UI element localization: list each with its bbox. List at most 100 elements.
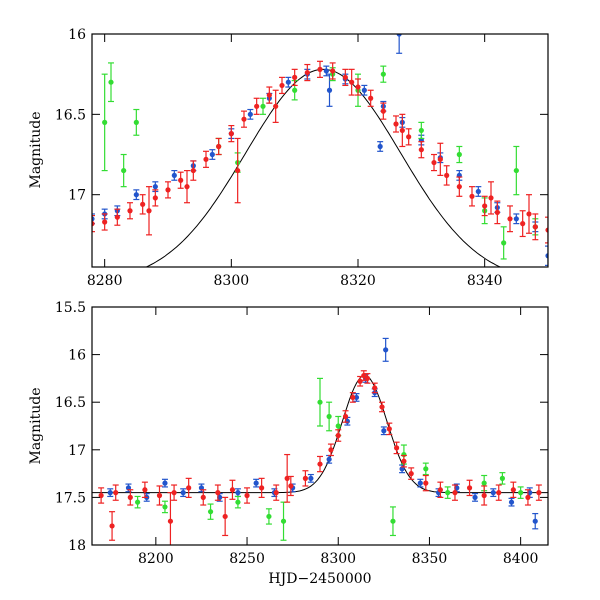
data-point <box>399 113 406 148</box>
model-curve <box>144 68 502 267</box>
top-panel-ticks: 8280 8300 8320 8340 16 16.5 17 <box>55 27 548 289</box>
data-point <box>120 153 127 188</box>
data-point <box>481 485 488 506</box>
y-tick-label: 17 <box>68 443 86 459</box>
data-point <box>545 216 548 244</box>
bottom-panel-frame <box>91 306 549 546</box>
x-tick-label: 8350 <box>412 551 448 567</box>
data-point <box>353 393 360 402</box>
data-point <box>469 186 475 207</box>
data-point <box>198 483 205 493</box>
data-point <box>513 213 520 225</box>
data-point <box>108 62 114 103</box>
x-tick-label: 8200 <box>138 551 174 567</box>
y-tick-label: 17.5 <box>55 490 86 506</box>
data-point <box>317 377 323 427</box>
data-point <box>234 495 241 509</box>
data-point <box>418 141 425 159</box>
data-point <box>466 479 473 497</box>
data-point <box>380 426 387 436</box>
y-tick-label: 16 <box>68 27 86 43</box>
data-point <box>184 169 190 204</box>
data-point <box>422 474 429 492</box>
data-point <box>475 186 482 197</box>
data-point <box>379 401 386 413</box>
data-point <box>500 226 507 260</box>
data-point <box>417 478 424 488</box>
data-point <box>258 477 265 498</box>
top-panel-frame <box>91 33 549 268</box>
data-point <box>228 124 235 143</box>
data-point <box>443 165 450 186</box>
data-point <box>291 68 298 87</box>
data-point <box>229 479 236 500</box>
data-point <box>260 97 266 115</box>
data-point <box>98 487 105 504</box>
data-point <box>348 68 355 96</box>
data-point <box>494 200 501 225</box>
data-point <box>156 485 163 506</box>
data-point <box>190 160 197 181</box>
data-point <box>304 63 311 82</box>
plot-area <box>92 34 548 267</box>
data-point <box>209 149 216 160</box>
data-point <box>107 488 114 498</box>
plot-area <box>92 337 548 545</box>
data-point <box>490 488 497 498</box>
data-point <box>451 484 458 501</box>
data-point <box>342 410 349 423</box>
data-point <box>214 484 221 501</box>
data-point <box>405 128 412 146</box>
data-point <box>367 89 374 107</box>
data-point <box>349 392 356 403</box>
series-1 <box>101 62 539 260</box>
data-point <box>355 78 361 96</box>
data-point <box>532 213 539 241</box>
bottom-panel: 8200 8250 8300 8350 8400 15.5 16 16.5 17 17.5 18 M… <box>28 300 549 587</box>
data-point <box>253 478 260 488</box>
data-point <box>360 370 367 381</box>
data-point <box>241 110 247 128</box>
data-point <box>326 401 333 432</box>
data-point <box>161 478 168 488</box>
data-point <box>386 422 393 436</box>
data-point <box>307 473 314 483</box>
data-point <box>431 153 437 172</box>
data-point <box>532 512 539 530</box>
data-point <box>545 245 548 266</box>
bottom-panel-ticks: 8200 8250 8300 8350 8400 15.5 16 16.5 17 17.5 18 <box>55 300 548 567</box>
data-point <box>326 454 333 464</box>
x-tick-label: 8300 <box>214 273 250 289</box>
data-point <box>380 102 387 120</box>
data-point <box>114 208 121 226</box>
data-point <box>456 145 463 164</box>
data-point <box>247 108 254 120</box>
data-point <box>382 337 389 362</box>
data-point <box>185 477 192 498</box>
data-point <box>393 441 400 455</box>
data-point <box>101 213 108 231</box>
data-point <box>112 484 119 501</box>
data-point <box>266 86 273 104</box>
data-point <box>408 467 415 480</box>
data-point <box>357 375 364 387</box>
data-point <box>422 462 429 476</box>
data-point <box>488 181 494 215</box>
data-point <box>279 76 285 95</box>
data-point <box>327 443 334 457</box>
data-point <box>302 470 309 487</box>
data-point <box>364 373 371 384</box>
data-point <box>377 141 384 152</box>
data-point <box>133 108 140 136</box>
data-point <box>507 205 513 233</box>
x-tick-label: 8320 <box>340 273 376 289</box>
y-tick-label: 18 <box>68 538 86 554</box>
data-point <box>134 495 141 509</box>
x-tick-label: 8250 <box>229 551 265 567</box>
data-point <box>513 145 520 196</box>
data-point <box>127 202 133 220</box>
data-point <box>535 484 542 501</box>
data-point <box>437 142 444 177</box>
y-tick-label: 16 <box>68 348 86 364</box>
data-point <box>222 496 229 537</box>
